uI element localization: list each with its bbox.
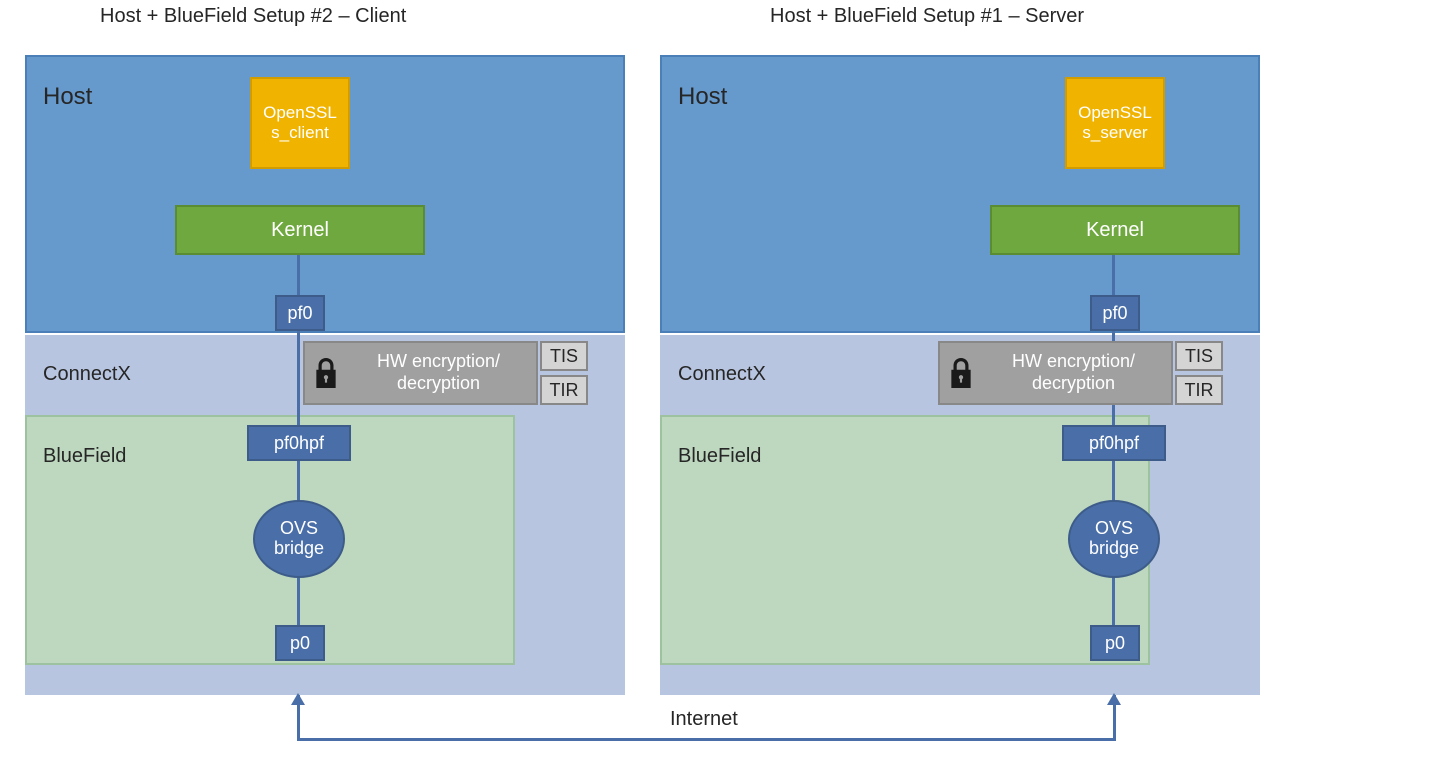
openssl-line2-r: s_server — [1082, 123, 1147, 143]
side-strip-r — [1150, 415, 1260, 695]
host-label-r: Host — [678, 83, 727, 111]
ovs-l2-r: bridge — [1089, 539, 1139, 559]
tis-box: TIS — [540, 341, 588, 371]
arrow-up-right — [1107, 693, 1121, 705]
openssl-box: OpenSSL s_client — [250, 77, 350, 169]
tis-box-r: TIS — [1175, 341, 1223, 371]
host-label: Host — [43, 83, 92, 111]
pf0hpf-box: pf0hpf — [247, 425, 351, 461]
title-right: Host + BlueField Setup #1 – Server — [770, 5, 1084, 28]
openssl-line1: OpenSSL — [263, 103, 337, 123]
bottom-strip — [25, 665, 515, 695]
internet-label: Internet — [670, 708, 738, 731]
ovs-box: OVS bridge — [253, 500, 345, 578]
left-column: Host ConnectX BlueField OpenSSL s_client… — [25, 55, 625, 695]
hw-encrypt-box: HW encryption/decryption — [303, 341, 538, 405]
side-strip — [515, 415, 625, 695]
openssl-box-r: OpenSSL s_server — [1065, 77, 1165, 169]
title-left: Host + BlueField Setup #2 – Client — [100, 5, 406, 28]
arrow-up-left — [291, 693, 305, 705]
hw-text-r: HW encryption/decryption — [984, 351, 1163, 394]
hw-text: HW encryption/decryption — [349, 351, 528, 394]
connectx-label-r: ConnectX — [678, 363, 766, 386]
bluefield-label: BlueField — [43, 445, 126, 468]
connectx-label: ConnectX — [43, 363, 131, 386]
ovs-l1: OVS — [280, 519, 318, 539]
internet-hline — [297, 738, 1116, 741]
bluefield-label-r: BlueField — [678, 445, 761, 468]
p0-box: p0 — [275, 625, 325, 661]
hw-encrypt-box-r: HW encryption/decryption — [938, 341, 1173, 405]
lock-icon — [313, 358, 339, 388]
kernel-box-r: Kernel — [990, 205, 1240, 255]
p0-box-r: p0 — [1090, 625, 1140, 661]
lock-icon-r — [948, 358, 974, 388]
openssl-line2: s_client — [271, 123, 329, 143]
pf0-box-r: pf0 — [1090, 295, 1140, 331]
right-column: Host ConnectX BlueField OpenSSL s_server… — [660, 55, 1260, 695]
host-panel-r — [660, 55, 1260, 333]
tir-box: TIR — [540, 375, 588, 405]
ovs-box-r: OVS bridge — [1068, 500, 1160, 578]
ovs-l2: bridge — [274, 539, 324, 559]
pf0-box: pf0 — [275, 295, 325, 331]
openssl-line1-r: OpenSSL — [1078, 103, 1152, 123]
ovs-l1-r: OVS — [1095, 519, 1133, 539]
kernel-box: Kernel — [175, 205, 425, 255]
bottom-strip-r — [660, 665, 1150, 695]
tir-box-r: TIR — [1175, 375, 1223, 405]
pf0hpf-box-r: pf0hpf — [1062, 425, 1166, 461]
